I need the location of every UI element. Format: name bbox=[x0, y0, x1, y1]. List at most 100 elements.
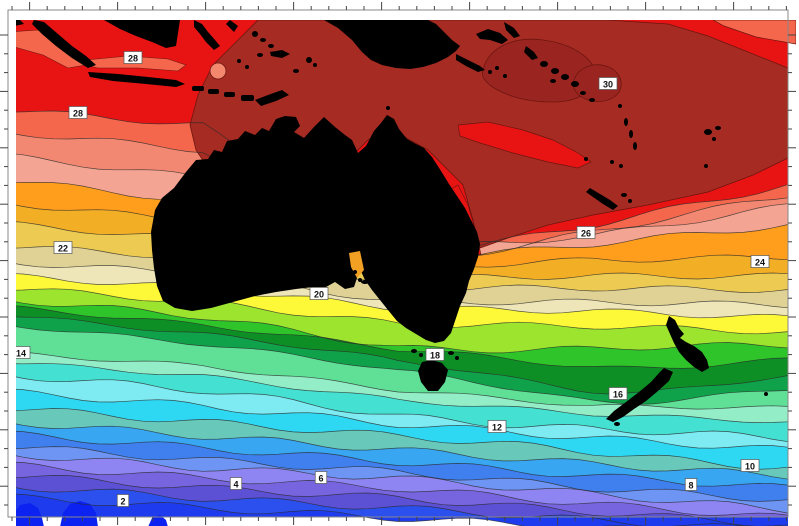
contour-line-15 bbox=[16, 326, 789, 405]
land-java bbox=[88, 72, 185, 87]
contour-label: 10 bbox=[740, 459, 760, 472]
land-island-dot bbox=[488, 70, 492, 74]
contour-line-10 bbox=[16, 408, 789, 470]
land-new-ireland bbox=[504, 22, 520, 38]
contour-label: 12 bbox=[487, 420, 507, 433]
land-island-dot bbox=[260, 38, 266, 42]
land-island-dot bbox=[619, 164, 623, 168]
land-island-dot bbox=[715, 126, 721, 130]
contour-label: 2 bbox=[116, 494, 130, 507]
contour-line-18 bbox=[16, 301, 789, 354]
cold-blob-0 bbox=[16, 503, 44, 526]
warm-pocket bbox=[209, 62, 227, 80]
contour-line-11 bbox=[16, 388, 789, 449]
land-new-britain bbox=[476, 29, 508, 44]
svg-text:18: 18 bbox=[430, 351, 440, 361]
land-island-dot bbox=[276, 51, 280, 55]
land-sulawesi bbox=[194, 20, 220, 50]
contour-line-5 bbox=[16, 461, 789, 516]
land-island-dot bbox=[411, 349, 417, 353]
svg-text:4: 4 bbox=[233, 480, 238, 490]
land-island-dot bbox=[580, 91, 586, 95]
svg-text:10: 10 bbox=[745, 462, 755, 472]
land-png-tail bbox=[456, 54, 485, 72]
land-island-dot bbox=[386, 106, 390, 110]
contour-label: 14 bbox=[16, 346, 31, 359]
svg-text:14: 14 bbox=[16, 349, 26, 359]
land-australia bbox=[151, 115, 480, 343]
land-island-dot bbox=[614, 422, 620, 426]
svg-text:12: 12 bbox=[492, 423, 502, 433]
gulf-island-dot bbox=[353, 270, 357, 274]
land-island-dot bbox=[540, 61, 548, 67]
contour-label: 26 bbox=[576, 226, 596, 239]
contour-label: 20 bbox=[309, 287, 329, 300]
land-island-dot bbox=[624, 118, 628, 126]
contour-line-13 bbox=[16, 363, 789, 423]
land-island-dash bbox=[260, 98, 270, 103]
spencer-gulf-warm-patch bbox=[349, 251, 364, 278]
plot-area: 3028 28 30 26 24 22 20 18 16 14 12 10 8 6 4 2 bbox=[16, 20, 796, 526]
land-island-dot bbox=[712, 137, 716, 141]
land-island-dot bbox=[306, 57, 312, 63]
land-island-dot bbox=[293, 69, 299, 73]
land-island-dot bbox=[584, 157, 588, 161]
svg-text:6: 6 bbox=[318, 474, 323, 484]
svg-text:22: 22 bbox=[58, 244, 68, 254]
land-island-dot bbox=[419, 353, 423, 357]
land-island-dot bbox=[371, 285, 377, 289]
land-sumatra bbox=[32, 20, 96, 68]
svg-text:30: 30 bbox=[603, 80, 613, 90]
svg-text:26: 26 bbox=[581, 229, 591, 239]
land-island-dot bbox=[621, 193, 627, 197]
contour-labels: 28 28 30 26 24 22 20 18 16 14 12 10 8 6 4 2 bbox=[16, 51, 770, 507]
land-tasmania bbox=[418, 360, 448, 391]
land-island-dot bbox=[551, 68, 559, 74]
land-island-dot bbox=[550, 79, 556, 83]
contour-label: 28 bbox=[68, 106, 88, 119]
land-island-dot bbox=[629, 130, 633, 138]
land-island-dot bbox=[313, 63, 317, 67]
land-island-dot bbox=[455, 356, 459, 360]
contour-line-19 bbox=[16, 288, 789, 335]
land-island-dot bbox=[628, 199, 632, 203]
contour-line-3 bbox=[16, 487, 745, 526]
land-bougainville bbox=[524, 46, 538, 60]
contour-label: 16 bbox=[608, 387, 628, 400]
land-island-dash bbox=[192, 86, 204, 91]
land-island-dot bbox=[704, 164, 708, 168]
land-island-dot bbox=[448, 351, 454, 355]
land-nz-north bbox=[666, 316, 709, 372]
contour-label: 6 bbox=[314, 471, 328, 484]
land-nz-south bbox=[606, 368, 673, 422]
svg-text:16: 16 bbox=[613, 390, 623, 400]
land-corner-piece bbox=[16, 20, 24, 26]
land-island-dot bbox=[237, 59, 241, 63]
land-island-dot bbox=[361, 280, 369, 284]
contour-line-14 bbox=[16, 351, 789, 410]
land-new-caledonia bbox=[586, 188, 618, 210]
land-island-dot bbox=[589, 98, 595, 102]
contour-label: 30 bbox=[598, 77, 618, 90]
coral-sea-red-tongue bbox=[457, 121, 592, 169]
land-island-dash bbox=[241, 95, 254, 101]
land-island-dot bbox=[252, 31, 258, 37]
land-seram bbox=[270, 50, 290, 58]
contour-label: 18 bbox=[425, 348, 445, 361]
contour-label: 24 bbox=[750, 255, 770, 268]
land-island-dot bbox=[268, 44, 274, 48]
land-island-dot bbox=[618, 104, 622, 108]
plot-frame bbox=[7, 9, 789, 518]
corner-salmon-wedge bbox=[712, 20, 796, 45]
contour-line-7 bbox=[16, 446, 789, 502]
contour-label: 28 bbox=[123, 51, 143, 64]
svg-text:24: 24 bbox=[755, 258, 765, 268]
land-sulawesi-arm bbox=[226, 20, 238, 32]
land-island-dot bbox=[704, 129, 712, 135]
land-island-dot bbox=[633, 142, 637, 150]
contour-line-12 bbox=[16, 376, 789, 443]
land-new-guinea bbox=[324, 20, 460, 69]
